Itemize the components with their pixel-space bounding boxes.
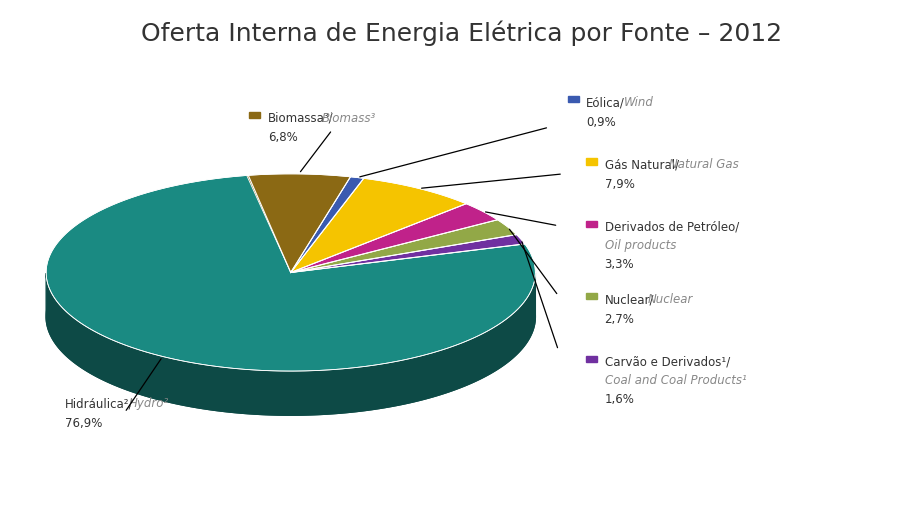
Text: Hydro²: Hydro² xyxy=(129,397,169,410)
Polygon shape xyxy=(291,179,466,272)
Polygon shape xyxy=(46,218,535,415)
Text: 2,7%: 2,7% xyxy=(605,313,634,326)
Polygon shape xyxy=(291,220,517,272)
Polygon shape xyxy=(291,204,497,272)
Polygon shape xyxy=(46,273,535,415)
Text: 6,8%: 6,8% xyxy=(268,131,297,144)
Text: Coal and Coal Products¹: Coal and Coal Products¹ xyxy=(605,374,747,387)
Text: Wind: Wind xyxy=(624,96,653,109)
Bar xyxy=(249,112,260,118)
Text: Carvão e Derivados¹/: Carvão e Derivados¹/ xyxy=(605,356,730,368)
Text: 3,3%: 3,3% xyxy=(605,258,634,271)
Bar xyxy=(586,158,597,165)
Bar xyxy=(568,96,579,102)
Text: Oil products: Oil products xyxy=(605,239,676,252)
Text: Biomass³: Biomass³ xyxy=(321,112,376,125)
Text: Nuclear/: Nuclear/ xyxy=(605,293,654,306)
Text: Biomassa³/: Biomassa³/ xyxy=(268,112,333,125)
Polygon shape xyxy=(291,177,364,272)
Polygon shape xyxy=(291,235,525,272)
Bar xyxy=(586,221,597,227)
Bar xyxy=(586,356,597,362)
Text: 0,9%: 0,9% xyxy=(586,116,616,129)
Text: Oferta Interna de Energia Elétrica por Fonte – 2012: Oferta Interna de Energia Elétrica por F… xyxy=(141,21,782,46)
Text: 1,6%: 1,6% xyxy=(605,393,634,406)
Polygon shape xyxy=(46,175,535,371)
Text: Hidráulica²/: Hidráulica²/ xyxy=(65,397,133,410)
Polygon shape xyxy=(246,174,351,272)
Bar xyxy=(586,293,597,299)
Text: Natural Gas: Natural Gas xyxy=(669,158,738,171)
Text: 7,9%: 7,9% xyxy=(605,178,634,191)
Text: Derivados de Petróleo/: Derivados de Petróleo/ xyxy=(605,221,738,234)
Text: Nuclear: Nuclear xyxy=(647,293,693,306)
Text: Eólica/: Eólica/ xyxy=(586,96,625,109)
Text: 76,9%: 76,9% xyxy=(65,417,102,430)
Text: Gás Natural/: Gás Natural/ xyxy=(605,158,678,171)
